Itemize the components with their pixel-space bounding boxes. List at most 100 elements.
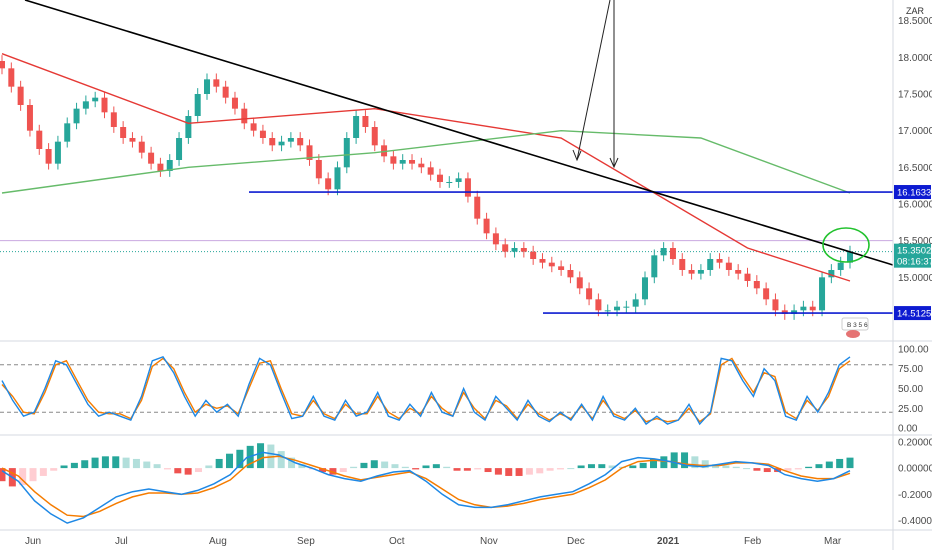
candle-body [315, 160, 322, 179]
candle-body [269, 138, 276, 146]
candle-body [278, 141, 285, 146]
macd-histogram-bar [701, 460, 709, 469]
currency-label: ZAR [906, 6, 925, 16]
candle-body [837, 262, 844, 270]
macd-histogram-bar [381, 461, 389, 469]
candle-body [26, 105, 33, 131]
price-pane[interactable] [0, 0, 932, 342]
candle-body [231, 97, 238, 109]
candle-body [753, 281, 760, 289]
macd-histogram-bar [546, 468, 554, 471]
macd-histogram-bar [825, 461, 833, 469]
macd-histogram-bar [350, 466, 358, 469]
candle-body [614, 306, 621, 311]
macd-histogram-bar [494, 468, 502, 475]
macd-histogram-bar [432, 464, 440, 469]
candle-body [129, 138, 136, 142]
time-tick-label: 2021 [657, 536, 680, 547]
macd-histogram-bar [226, 453, 234, 469]
time-tick-label: Oct [389, 536, 405, 547]
candle-body [148, 152, 155, 164]
macd-histogram-bar [650, 458, 658, 469]
candle-body [679, 259, 686, 270]
macd-histogram-bar [50, 468, 58, 471]
candle-body [418, 163, 425, 168]
macd-histogram-bar [298, 464, 306, 469]
badge-box [841, 317, 869, 331]
candle-body [204, 79, 211, 94]
stochastic-pane[interactable] [0, 356, 932, 436]
macd-tick-label: 0.00000 [898, 464, 932, 475]
candle-body [716, 259, 723, 263]
candle-body [45, 149, 52, 164]
macd-histogram-bar [515, 468, 523, 476]
macd-histogram-bar [794, 468, 802, 470]
macd-histogram-bar [194, 468, 202, 473]
macd-histogram-bar [236, 449, 244, 469]
candle-body [474, 196, 481, 219]
level-tag-resistance-bg [894, 185, 931, 200]
price-tick-label: 16.50000 [898, 163, 932, 174]
macd-histogram-bar [163, 468, 171, 470]
time-tick-label: Nov [480, 536, 498, 547]
macd-histogram-bar [215, 458, 223, 469]
time-axis[interactable]: Jun Jul Aug Sep Oct Nov Dec 2021 Feb Mar [25, 536, 842, 547]
candle-body [353, 116, 360, 138]
macd-line [1, 451, 851, 524]
candle-body [763, 288, 770, 300]
price-tick-label: 18.50000 [898, 16, 932, 27]
candle-body [511, 248, 518, 252]
candle-body [241, 108, 248, 124]
candle-body [120, 127, 127, 138]
macd-histogram-bar [39, 468, 47, 476]
macd-histogram-bar [763, 468, 771, 473]
macd-histogram-bar [360, 462, 368, 469]
macd-histogram-bar [91, 457, 99, 469]
candle-body [259, 130, 266, 138]
macd-histogram-bar [339, 468, 347, 473]
flag-icon [846, 330, 860, 338]
macd-histogram-bar [608, 465, 616, 469]
candle-body [660, 248, 667, 256]
macd-histogram-bar [639, 462, 647, 469]
macd-histogram-bar [691, 456, 699, 469]
macd-histogram-bar [556, 468, 564, 470]
macd-histogram-bar [474, 468, 482, 470]
macd-histogram-bar [587, 464, 595, 469]
candle-body [297, 138, 304, 146]
candle-body [446, 182, 453, 183]
annotation-arrow [576, 0, 611, 161]
candle-body [250, 123, 257, 131]
candle-body [157, 163, 164, 171]
candle-body [520, 248, 527, 252]
candle-body [82, 101, 89, 109]
candle-body [483, 218, 490, 234]
macd-histogram-bar [174, 468, 182, 474]
macd-histogram-bar [19, 468, 27, 486]
stochastic-tick-label: 100.00 [898, 344, 929, 355]
candle-body [772, 299, 779, 311]
candle-body [54, 141, 61, 164]
price-tick-label: 17.00000 [898, 126, 932, 137]
price-axis[interactable]: 18.50000 18.00000 17.50000 17.00000 16.50000… [892, 0, 932, 550]
time-tick-label: Feb [744, 536, 762, 547]
macd-histogram-bar [205, 465, 213, 469]
macd-pane[interactable] [0, 443, 932, 531]
macd-histogram-bar [732, 466, 740, 469]
candle-body [436, 174, 443, 182]
badge-text: B 3 5 6 [847, 322, 868, 329]
candle-body [371, 127, 378, 146]
price-tick-label: 16.00000 [898, 200, 932, 211]
level-tag-support-bg [894, 306, 931, 321]
macd-histogram-bar [112, 456, 120, 469]
macd-histogram-bar [319, 468, 327, 473]
moving-average-green-line [1, 129, 851, 194]
macd-histogram-bar [122, 457, 130, 469]
candle-body [138, 141, 145, 153]
candle-body [36, 130, 43, 149]
time-tick-label: Sep [297, 536, 315, 547]
macd-histogram-bar [453, 468, 461, 471]
macd-histogram-bar [722, 465, 730, 469]
